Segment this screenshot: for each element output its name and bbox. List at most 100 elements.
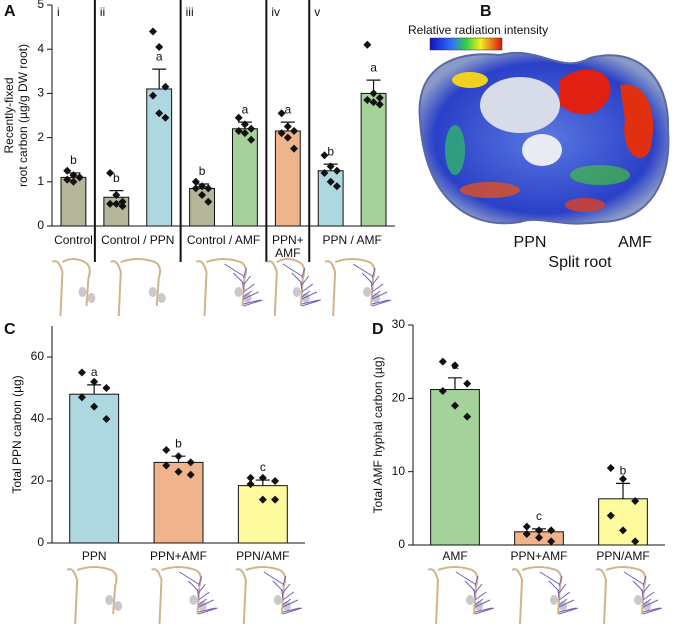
root-icon	[324, 258, 392, 317]
root	[324, 258, 376, 317]
y-tick-label: 20	[31, 473, 45, 487]
bar	[360, 92, 387, 227]
x-group-label: PPN/AMF	[596, 549, 650, 563]
data-point	[369, 89, 378, 98]
data-point	[161, 113, 170, 122]
data-point	[90, 377, 99, 386]
significance-letter: a	[452, 358, 459, 372]
data-point	[118, 197, 127, 206]
data-point	[290, 126, 299, 135]
root	[66, 566, 118, 625]
data-point	[75, 173, 84, 182]
x-group-label: Control / PPN	[101, 233, 175, 247]
data-point	[271, 477, 280, 485]
data-point	[619, 526, 627, 535]
hypha	[642, 598, 659, 608]
significance-letter: c	[536, 509, 542, 523]
nodule	[105, 595, 114, 605]
significance-letter: b	[175, 436, 182, 450]
y-tick-label: 60	[31, 349, 45, 363]
hypha	[233, 272, 251, 286]
root	[266, 258, 306, 317]
hypha	[473, 589, 487, 601]
x-group-label: PPN / AMF	[322, 233, 382, 247]
data-point	[234, 113, 243, 122]
error-bar	[616, 482, 630, 499]
nodule	[292, 287, 301, 297]
panel-label: C	[4, 321, 16, 338]
hypha	[281, 589, 295, 601]
data-point	[438, 387, 447, 395]
data-point	[326, 177, 335, 186]
y-tick-label: 2	[37, 130, 44, 144]
caption: Split root	[548, 254, 612, 271]
root-label: AMF	[618, 234, 652, 251]
y-tick-label: 5	[37, 0, 44, 11]
y-axis-label: Total PPN carbon (µg)	[10, 375, 24, 493]
y-axis-label-line: Total PPN carbon (µg)	[10, 375, 24, 493]
hypha	[548, 580, 567, 594]
hypha	[558, 598, 575, 608]
data-point	[320, 151, 329, 160]
data-point	[106, 199, 115, 208]
data-point	[186, 470, 195, 479]
data-point	[161, 82, 170, 91]
nodule	[466, 595, 474, 605]
hypha	[474, 607, 495, 615]
root	[235, 566, 287, 625]
group-numeral: v	[314, 5, 320, 19]
nodule	[157, 293, 166, 303]
data-point	[204, 197, 213, 206]
y-axis-label: Recently-fixedroot carbon (µg/g DW root)	[2, 44, 30, 187]
bar	[598, 498, 648, 546]
data-point	[69, 177, 78, 186]
significance-letter: b	[199, 164, 206, 178]
nodule	[363, 287, 372, 297]
y-axis-label-line: Total AMF hyphal carbon (µg)	[371, 357, 385, 514]
root	[595, 566, 647, 625]
nodule	[550, 595, 558, 605]
root-icon	[511, 566, 579, 625]
data-point	[619, 475, 627, 483]
significance-letter: c	[260, 460, 266, 474]
nodule	[78, 287, 87, 297]
data-point	[90, 402, 99, 411]
group-numeral: iv	[271, 5, 280, 19]
nodule	[87, 293, 96, 303]
y-tick-label: 40	[31, 411, 45, 425]
data-point	[283, 122, 292, 131]
data-point	[363, 96, 372, 105]
significance-letter: a	[242, 102, 249, 116]
data-point	[112, 191, 121, 200]
data-point	[77, 368, 86, 377]
data-point	[198, 191, 207, 200]
root	[51, 258, 91, 317]
bar	[430, 389, 480, 546]
data-point	[631, 537, 640, 546]
nodule	[114, 601, 123, 611]
data-point	[162, 446, 171, 454]
data-point	[247, 135, 256, 144]
bar	[237, 485, 288, 544]
data-point	[522, 522, 531, 531]
root-icon	[266, 258, 321, 317]
data-point	[102, 384, 111, 392]
hypha	[371, 299, 392, 307]
hypha	[642, 607, 663, 615]
group-numeral: iii	[186, 5, 194, 19]
significance-letter: a	[156, 49, 163, 63]
y-tick-label: 20	[392, 391, 406, 405]
data-point	[283, 133, 292, 142]
data-point	[606, 464, 615, 472]
data-point	[547, 526, 556, 535]
y-axis-label-line: Recently-fixed	[2, 77, 16, 153]
x-group-label: PPN/AMF	[236, 549, 290, 563]
data-point	[363, 40, 372, 49]
data-point	[148, 91, 157, 100]
bar	[232, 128, 258, 227]
hypha	[272, 580, 291, 594]
data-point	[320, 168, 329, 177]
data-point	[375, 100, 384, 109]
data-point	[332, 182, 341, 191]
